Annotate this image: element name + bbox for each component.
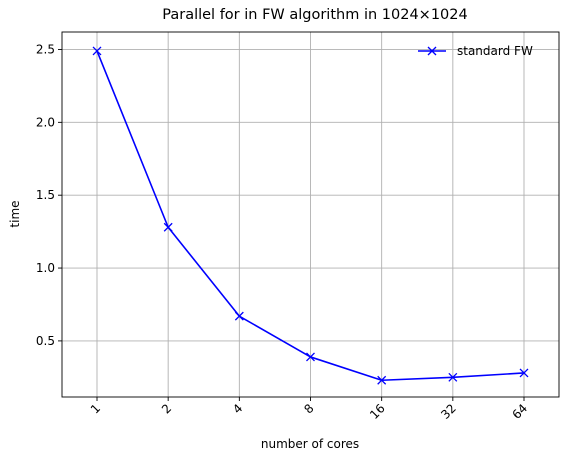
data-point-marker (92, 46, 102, 56)
data-point-marker (448, 372, 458, 382)
data-point-marker (306, 352, 315, 362)
y-tick-label: 1.0 (36, 261, 55, 275)
x-axis-label: number of cores (261, 437, 359, 451)
y-tick-label: 2.5 (36, 42, 55, 56)
x-tick-label: 64 (509, 401, 530, 422)
x-tick-label: 2 (159, 401, 174, 416)
legend-marker-x-shape (427, 46, 437, 56)
legend-label: standard FW (457, 44, 533, 58)
legend: standard FW (418, 44, 533, 58)
x-tick-label: 4 (230, 401, 245, 416)
data-point-marker (519, 368, 529, 378)
data-point-marker (163, 222, 173, 232)
data-point-marker (234, 311, 244, 321)
grid (62, 32, 559, 397)
y-axis: 0.5 1.0 1.5 2.0 2.5 (36, 42, 62, 348)
x-tick-label: 16 (367, 401, 388, 422)
x-axis: 1 2 4 8 16 32 64 (88, 397, 530, 422)
x-tick-label: 8 (301, 401, 316, 416)
x-tick-label: 32 (438, 401, 459, 422)
data-point-marker (377, 375, 387, 385)
y-axis-label: time (8, 200, 22, 227)
series-layer (92, 46, 529, 385)
y-tick-label: 0.5 (36, 334, 55, 348)
legend-marker-x (427, 46, 437, 56)
chart-title: Parallel for in FW algorithm in 1024×102… (162, 7, 467, 23)
x-tick-label: 1 (88, 401, 103, 416)
y-tick-label: 2.0 (36, 115, 55, 129)
y-tick-label: 1.5 (36, 188, 55, 202)
